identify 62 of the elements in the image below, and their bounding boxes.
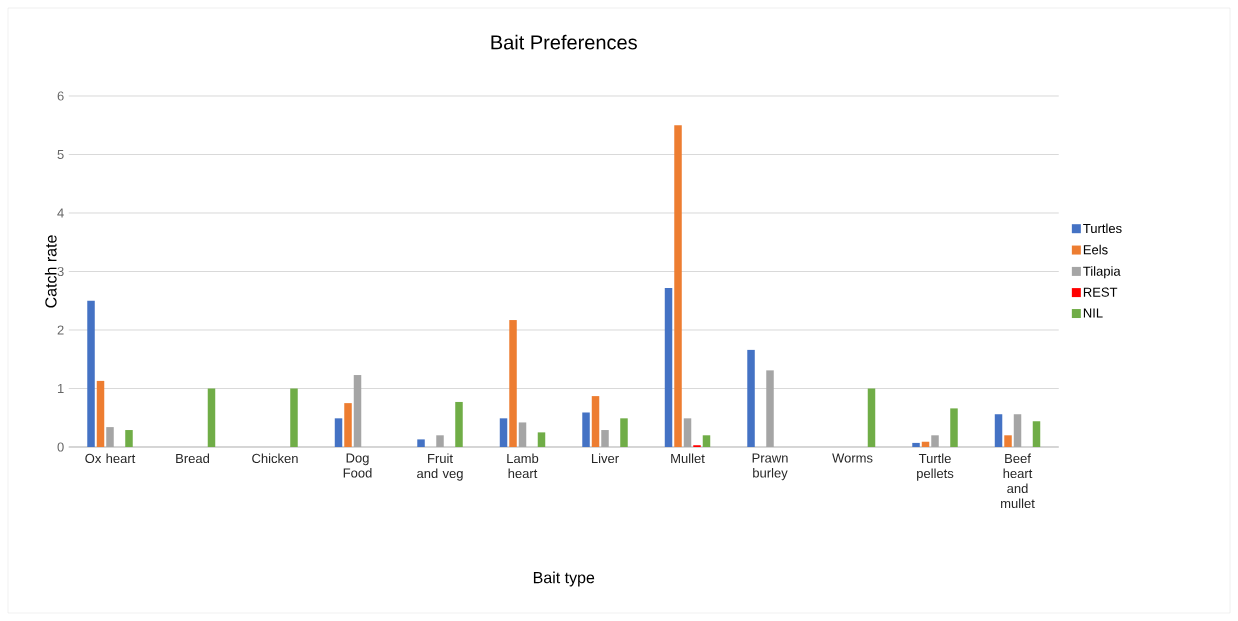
bar <box>106 427 114 447</box>
bar <box>344 403 352 447</box>
bar <box>950 408 958 447</box>
bar <box>125 430 133 447</box>
bar <box>664 287 673 447</box>
x-tick-label: Liver <box>591 453 619 464</box>
bar <box>537 432 546 447</box>
bar <box>455 401 463 447</box>
x-tick-label: Bread <box>176 453 209 464</box>
bar <box>96 380 105 447</box>
bar <box>921 441 930 447</box>
bar <box>1013 414 1022 447</box>
y-tick-label: 0 <box>57 442 64 452</box>
bar <box>290 388 298 447</box>
chart-title: Bait Preferences <box>491 34 637 50</box>
x-tick-label: Turtle pellets <box>917 453 954 481</box>
x-tick-label: Beef heart and mullet <box>1001 453 1035 509</box>
legend-label: Eels <box>1083 244 1108 255</box>
bar <box>436 435 444 447</box>
x-tick-label: Chicken <box>252 453 298 464</box>
bar <box>334 418 343 447</box>
x-tick-label: Dog Food <box>343 453 372 478</box>
x-tick-label: Worms <box>832 453 873 463</box>
x-axis-title: Bait type <box>533 571 595 587</box>
bar <box>683 418 692 447</box>
legend-label: NIL <box>1083 308 1103 318</box>
bar <box>582 412 590 447</box>
y-tick-label: 1 <box>57 384 64 393</box>
legend-label: Turtles <box>1083 223 1122 234</box>
bar <box>591 396 600 447</box>
bar <box>518 422 527 447</box>
bar <box>931 435 939 447</box>
y-tick-label: 2 <box>57 325 64 335</box>
bar <box>620 418 628 447</box>
bar <box>499 418 508 447</box>
legend-label: Tilapia <box>1083 266 1121 279</box>
bar <box>87 300 95 447</box>
y-tick-label: 5 <box>57 149 64 160</box>
x-tick-label: Mullet <box>671 453 705 464</box>
bar <box>601 430 609 447</box>
bar <box>1032 421 1041 447</box>
bar <box>353 375 362 447</box>
bar <box>702 435 711 447</box>
y-tick-label: 4 <box>57 208 64 218</box>
bar <box>994 414 1003 447</box>
x-tick-label: Fruit and veg <box>417 453 463 481</box>
bar <box>674 125 682 447</box>
bar <box>509 320 517 447</box>
bar <box>867 388 876 447</box>
x-tick-label: Ox heart <box>85 453 136 464</box>
y-tick-label: 3 <box>57 266 64 277</box>
bar <box>207 388 216 447</box>
legend-label: REST <box>1083 287 1118 297</box>
x-tick-label: Lamb heart <box>507 453 539 479</box>
bar <box>766 370 774 447</box>
bar <box>417 439 425 447</box>
bar <box>912 442 920 447</box>
y-axis-title: Catch rate <box>44 235 57 308</box>
y-tick-label: 6 <box>57 91 64 101</box>
x-tick-label: Prawn burley <box>752 453 788 481</box>
bar <box>747 349 755 447</box>
bar <box>1004 435 1012 447</box>
